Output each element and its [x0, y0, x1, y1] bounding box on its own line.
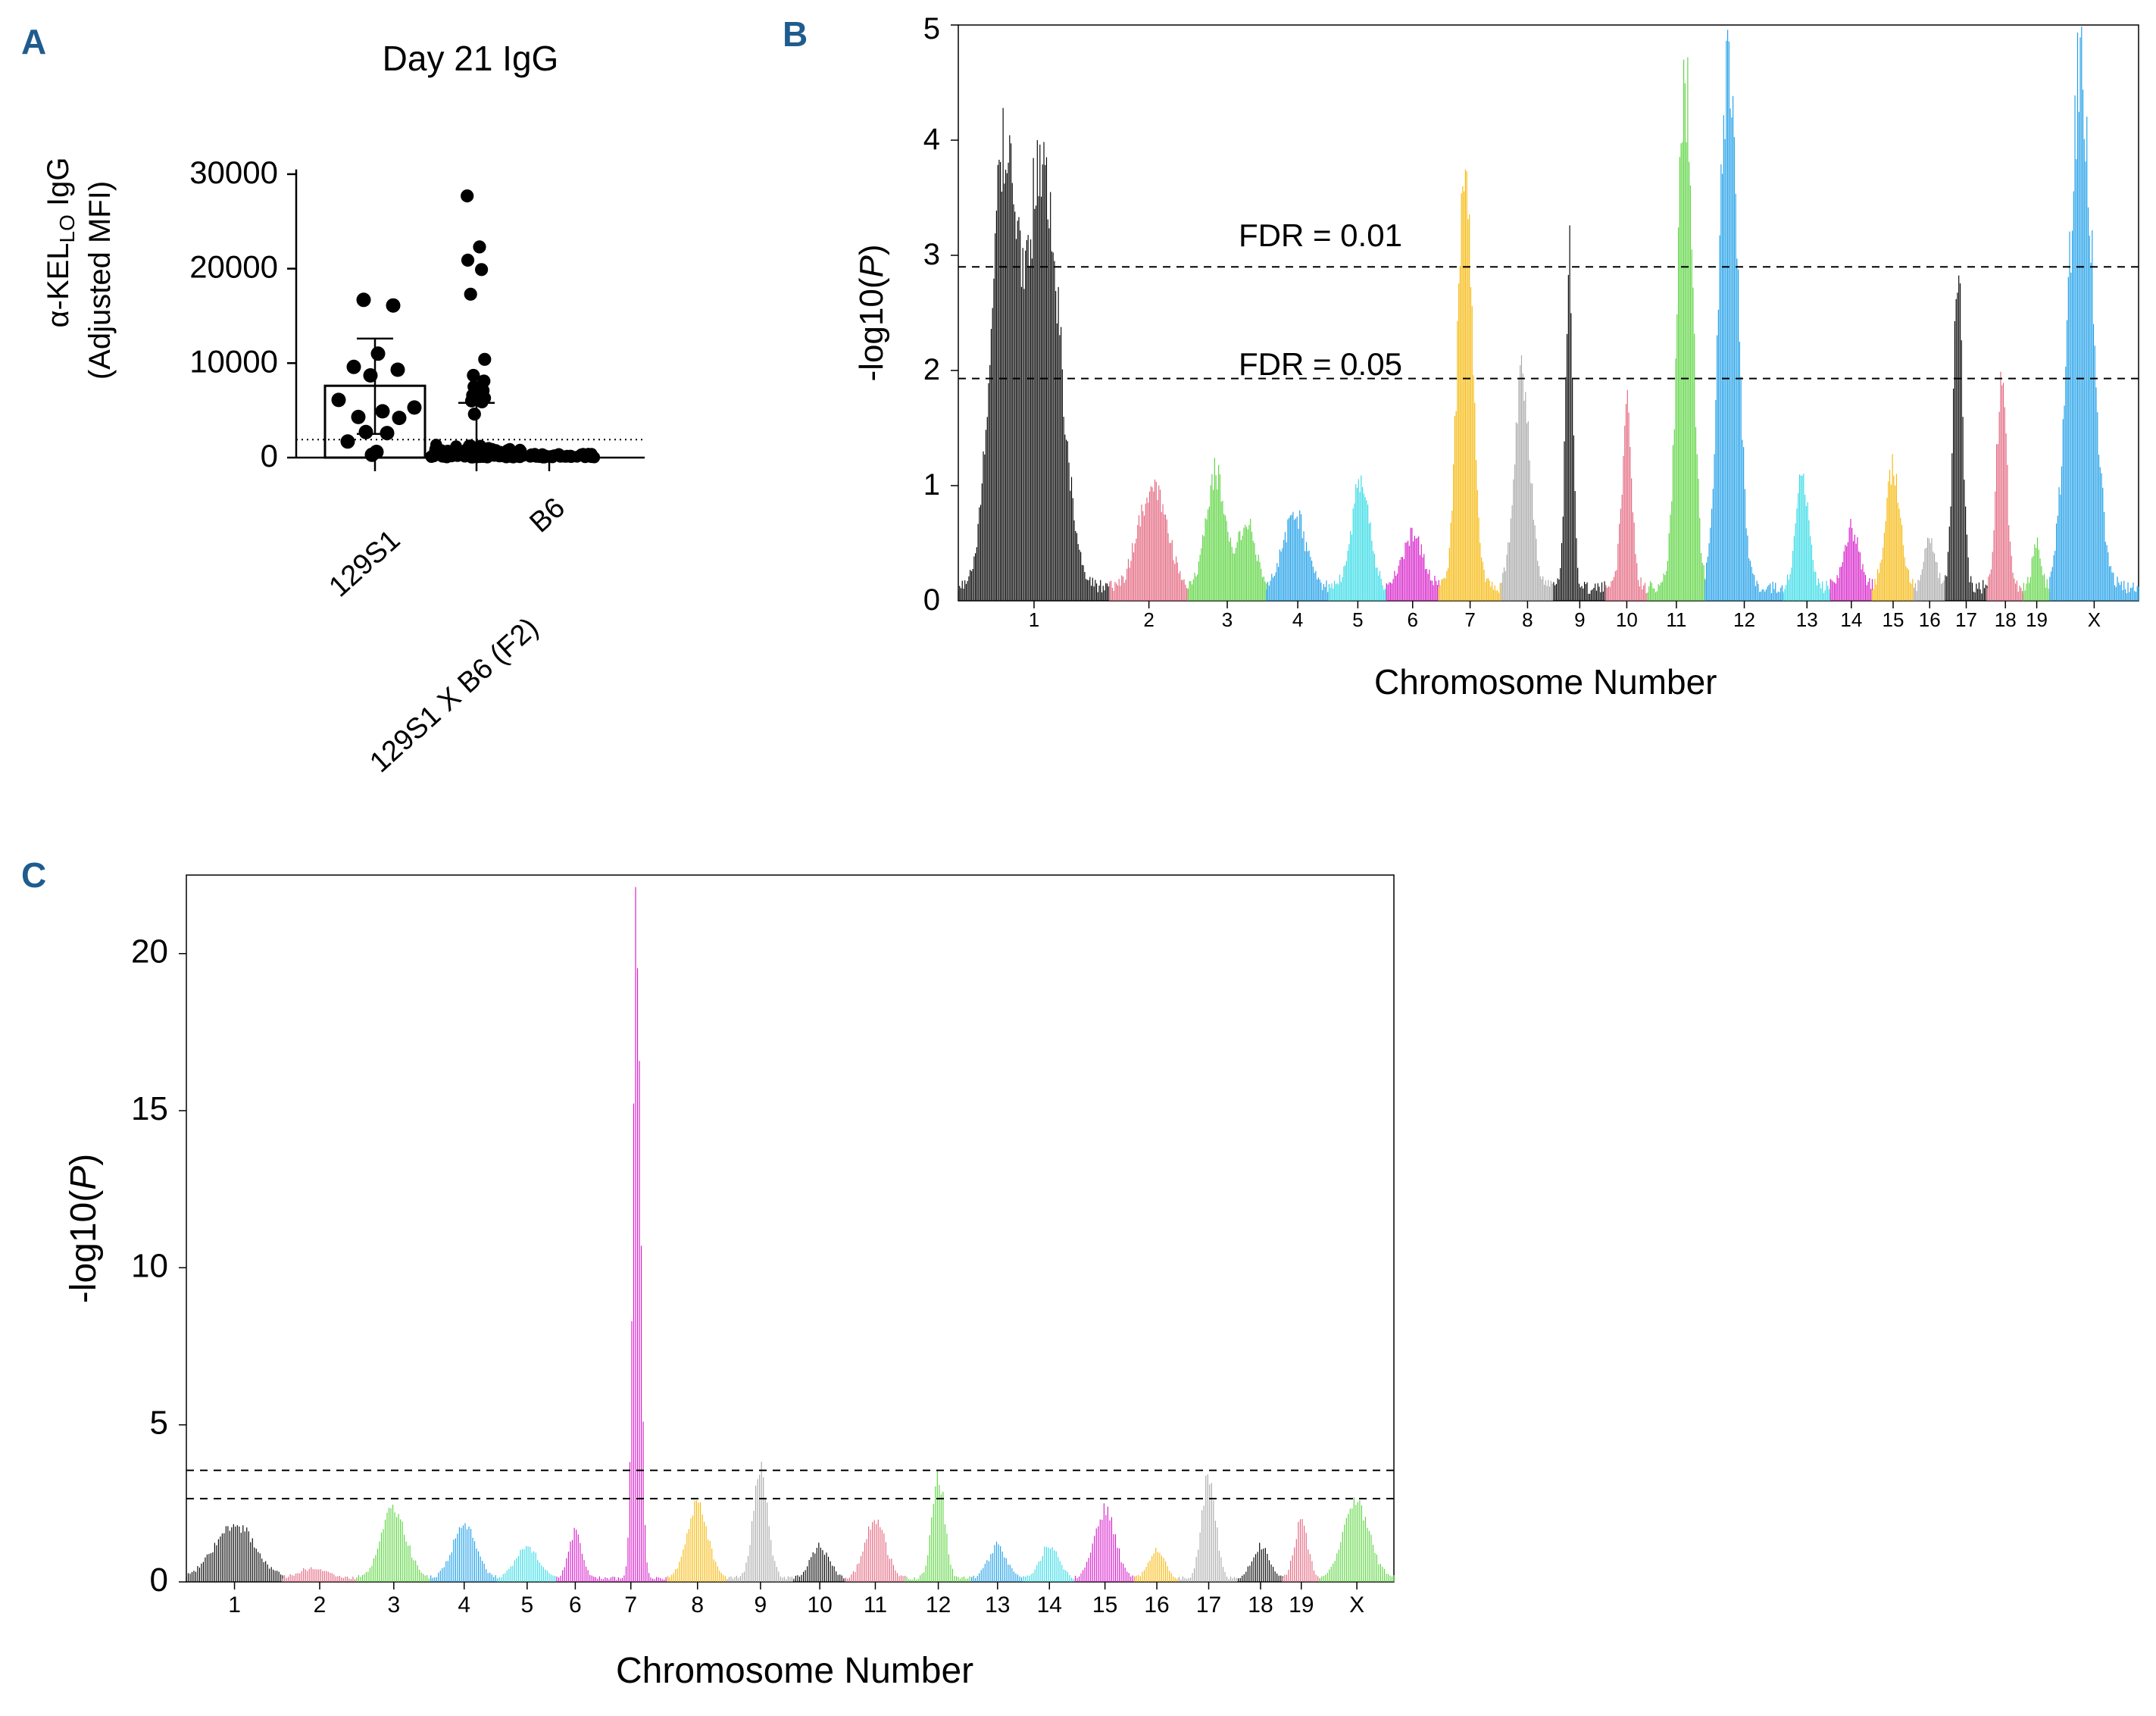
svg-text:19: 19 — [2026, 608, 2048, 631]
svg-text:15: 15 — [131, 1090, 168, 1127]
svg-text:6: 6 — [1408, 608, 1418, 631]
svg-text:3: 3 — [923, 238, 940, 271]
svg-text:5: 5 — [150, 1405, 168, 1442]
svg-text:3: 3 — [1222, 608, 1233, 631]
svg-text:5: 5 — [520, 1593, 533, 1618]
svg-text:0: 0 — [923, 583, 940, 617]
svg-text:-log10(P): -log10(P) — [853, 245, 890, 382]
svg-text:10: 10 — [1616, 608, 1638, 631]
svg-text:17: 17 — [1196, 1593, 1221, 1618]
svg-text:4: 4 — [458, 1593, 470, 1618]
svg-text:9: 9 — [1574, 608, 1585, 631]
svg-text:α-KELLO IgG: α-KELLO IgG — [42, 157, 79, 327]
svg-text:10: 10 — [807, 1593, 832, 1618]
svg-text:7: 7 — [624, 1593, 637, 1618]
svg-text:20000: 20000 — [189, 249, 278, 285]
svg-text:9: 9 — [755, 1593, 767, 1618]
svg-text:11: 11 — [864, 1593, 887, 1618]
svg-text:X: X — [2088, 608, 2101, 631]
svg-text:4: 4 — [923, 123, 940, 156]
svg-text:13: 13 — [1796, 608, 1818, 631]
svg-text:0: 0 — [150, 1561, 168, 1599]
svg-text:1: 1 — [228, 1593, 241, 1618]
svg-text:X: X — [1349, 1593, 1364, 1618]
svg-text:30000: 30000 — [189, 155, 278, 190]
svg-text:16: 16 — [1919, 608, 1941, 631]
svg-text:17: 17 — [1955, 608, 1977, 631]
svg-text:12: 12 — [1733, 608, 1755, 631]
svg-text:11: 11 — [1666, 608, 1686, 631]
svg-text:15: 15 — [1092, 1593, 1117, 1618]
svg-text:FDR = 0.01: FDR = 0.01 — [1239, 217, 1402, 253]
svg-text:1: 1 — [1029, 608, 1039, 631]
svg-text:4: 4 — [1292, 608, 1303, 631]
svg-text:10000: 10000 — [189, 343, 278, 379]
svg-text:3: 3 — [387, 1593, 400, 1618]
svg-text:10: 10 — [131, 1247, 168, 1284]
svg-text:15: 15 — [1883, 608, 1904, 631]
svg-text:8: 8 — [1522, 608, 1533, 631]
svg-text:18: 18 — [1995, 608, 2017, 631]
svg-text:6: 6 — [569, 1593, 582, 1618]
svg-text:5: 5 — [923, 12, 940, 45]
svg-text:2: 2 — [314, 1593, 327, 1618]
svg-text:20: 20 — [131, 933, 168, 971]
svg-text:16: 16 — [1144, 1593, 1169, 1618]
svg-text:5: 5 — [1352, 608, 1363, 631]
svg-text:-log10(P): -log10(P) — [64, 1154, 104, 1303]
svg-text:0: 0 — [261, 438, 278, 474]
svg-text:7: 7 — [1464, 608, 1475, 631]
svg-text:18: 18 — [1248, 1593, 1273, 1618]
svg-text:(Adjusted MFI): (Adjusted MFI) — [83, 181, 117, 380]
svg-text:14: 14 — [1840, 608, 1862, 631]
svg-text:1: 1 — [923, 468, 940, 502]
svg-text:14: 14 — [1037, 1593, 1062, 1618]
svg-text:19: 19 — [1289, 1593, 1314, 1618]
svg-text:FDR = 0.05: FDR = 0.05 — [1239, 346, 1402, 382]
svg-text:8: 8 — [691, 1593, 704, 1618]
svg-text:2: 2 — [1143, 608, 1154, 631]
svg-text:13: 13 — [985, 1593, 1010, 1618]
svg-text:12: 12 — [926, 1593, 951, 1618]
svg-text:2: 2 — [923, 353, 940, 386]
